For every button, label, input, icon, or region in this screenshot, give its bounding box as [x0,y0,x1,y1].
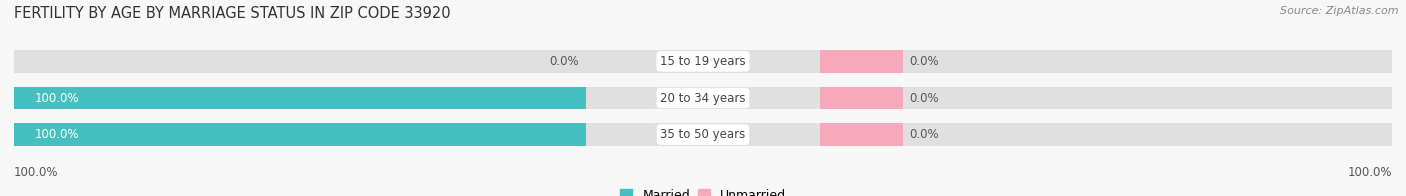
Text: 0.0%: 0.0% [550,55,579,68]
Text: Source: ZipAtlas.com: Source: ZipAtlas.com [1281,6,1399,16]
Text: 0.0%: 0.0% [910,92,939,104]
Text: 100.0%: 100.0% [1347,166,1392,179]
Text: 15 to 19 years: 15 to 19 years [661,55,745,68]
Text: 100.0%: 100.0% [35,128,79,141]
Bar [14,87,586,109]
Text: 100.0%: 100.0% [14,166,59,179]
Text: FERTILITY BY AGE BY MARRIAGE STATUS IN ZIP CODE 33920: FERTILITY BY AGE BY MARRIAGE STATUS IN Z… [14,6,451,21]
Bar [14,87,1392,109]
Text: 0.0%: 0.0% [910,128,939,141]
Text: 35 to 50 years: 35 to 50 years [661,128,745,141]
Legend: Married, Unmarried: Married, Unmarried [614,184,792,196]
Text: 0.0%: 0.0% [910,55,939,68]
Bar [14,123,1392,146]
Bar [14,123,586,146]
Bar [820,123,903,146]
Text: 20 to 34 years: 20 to 34 years [661,92,745,104]
Bar [820,87,903,109]
Text: 100.0%: 100.0% [35,92,79,104]
Bar [820,50,903,73]
Bar [14,50,1392,73]
